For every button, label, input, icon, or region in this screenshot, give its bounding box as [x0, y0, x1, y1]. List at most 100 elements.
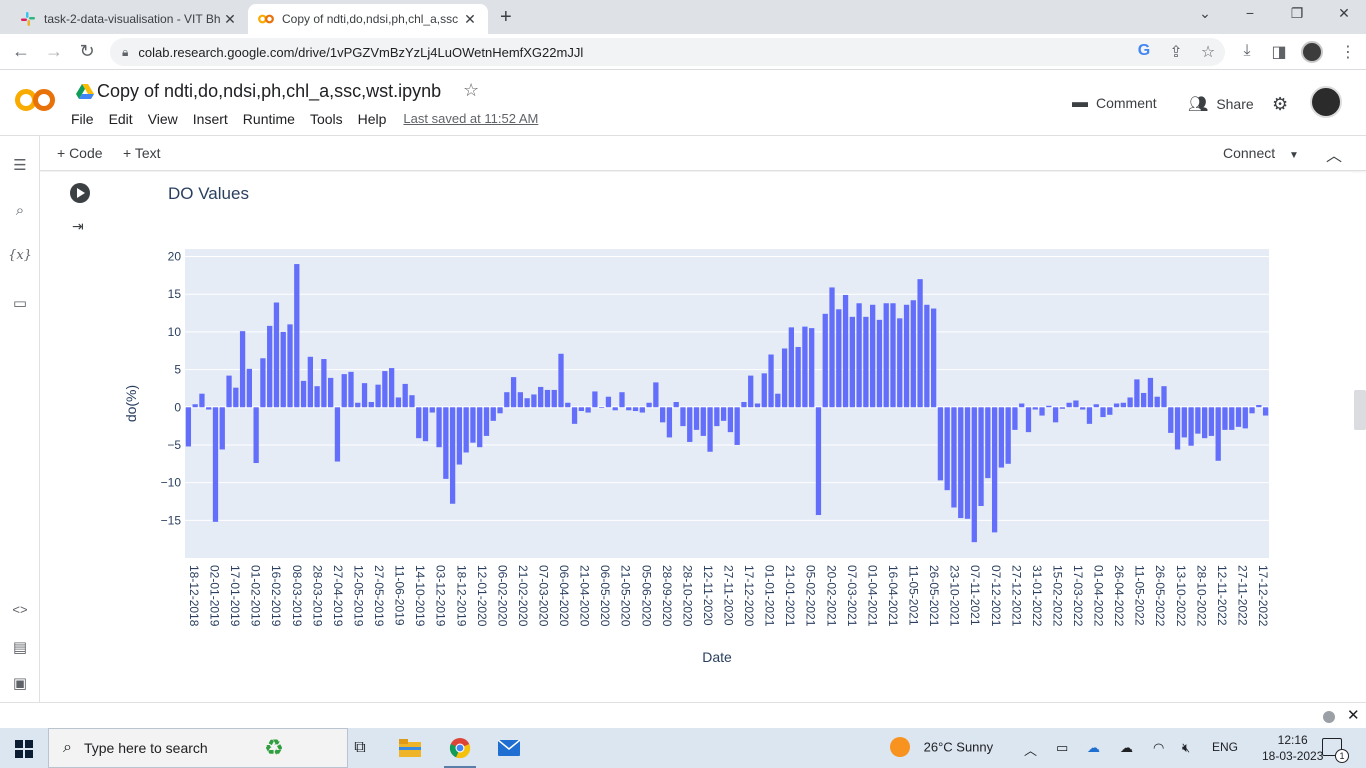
bar — [307, 356, 313, 408]
browser-tab-visualisation[interactable]: task-2-data-visualisation - VIT Bh ✕ — [10, 4, 248, 34]
last-saved-link[interactable]: Last saved at 11:52 AM — [403, 111, 539, 126]
search-placeholder: Type here to search — [83, 740, 208, 756]
x-tick-label: 12-11-2022 — [1215, 565, 1229, 626]
onedrive-icon[interactable]: ☁ — [1087, 740, 1100, 755]
minimize-icon[interactable]: − — [1245, 5, 1255, 21]
bar — [1032, 407, 1038, 410]
windows-start-icon[interactable] — [15, 740, 33, 758]
volume-muted-icon[interactable]: 🔇︎ — [1182, 740, 1191, 755]
share-page-icon[interactable]: ⇪ — [1169, 44, 1183, 61]
variables-icon[interactable]: {x} — [8, 248, 32, 263]
tab-search-icon[interactable]: ⌄ — [1199, 5, 1211, 21]
google-drive-icon[interactable] — [76, 84, 94, 100]
browser-menu-icon[interactable]: ⋮ — [1340, 44, 1356, 61]
menu-runtime[interactable]: Runtime — [242, 111, 295, 127]
taskbar-search[interactable]: ⌕ Type here to search — [48, 728, 348, 768]
menu-tools[interactable]: Tools — [309, 111, 343, 127]
recycle-icon[interactable]: ♻ — [264, 735, 284, 760]
language-indicator[interactable]: ENG — [1212, 740, 1239, 754]
close-window-icon[interactable]: ✕ — [1338, 5, 1350, 21]
reload-icon[interactable]: ↻ — [79, 41, 95, 61]
back-icon[interactable]: ← — [12, 41, 30, 61]
x-axis-title: Date — [702, 649, 732, 665]
bar — [436, 407, 442, 448]
colab-logo-icon[interactable] — [14, 86, 56, 114]
x-tick-label: 21-01-2021 — [783, 565, 797, 627]
chrome-icon[interactable] — [444, 736, 476, 768]
restore-icon[interactable]: ❐ — [1290, 5, 1304, 21]
x-tick-label: 21-05-2020 — [619, 565, 633, 627]
command-palette-icon[interactable]: ▤ — [12, 639, 28, 656]
x-tick-label: 05-06-2020 — [639, 565, 653, 627]
terminal-icon[interactable]: ▣ — [12, 675, 28, 692]
comment-icon: ▬ — [1072, 94, 1088, 111]
profile-avatar[interactable] — [1301, 41, 1323, 63]
run-cell-button[interactable] — [70, 183, 90, 203]
slack-icon — [20, 11, 36, 27]
share-button[interactable]: 👥︎ Share — [1188, 94, 1254, 114]
wifi-icon[interactable]: ◠ — [1153, 740, 1165, 755]
bar — [937, 407, 944, 481]
add-text-button[interactable]: + Text — [123, 145, 161, 161]
bar — [571, 407, 578, 424]
notification-icon[interactable]: 1 — [1322, 738, 1349, 763]
cloud-icon[interactable]: ☁ — [1120, 740, 1133, 755]
forward-icon[interactable]: → — [45, 41, 63, 61]
scrollbar-thumb[interactable] — [1354, 390, 1366, 430]
menu-help[interactable]: Help — [357, 111, 387, 127]
close-tab-icon[interactable]: ✕ — [224, 10, 236, 27]
star-notebook-icon[interactable]: ☆ — [463, 80, 480, 100]
weather-widget[interactable]: 26°C Sunny — [890, 737, 993, 757]
x-tick-label: 02-01-2019 — [208, 565, 222, 627]
output-actions-icon[interactable]: ⇥ — [72, 218, 84, 234]
code-snippets-icon[interactable]: <> — [12, 602, 28, 617]
menu-view[interactable]: View — [147, 111, 178, 127]
user-avatar[interactable] — [1310, 86, 1342, 118]
bar — [1249, 407, 1255, 414]
google-translate-icon[interactable]: G — [1137, 42, 1151, 59]
bar — [653, 382, 659, 408]
notebook-title[interactable]: Copy of ndti,do,ndsi,ph,chl_a,ssc,wst.ip… — [97, 81, 442, 101]
settings-button[interactable]: ⚙ — [1272, 94, 1296, 115]
bar — [524, 398, 530, 408]
menu-edit[interactable]: Edit — [108, 111, 133, 127]
download-icon[interactable]: ⤓ — [1243, 42, 1251, 59]
task-view-icon[interactable]: ⧉ — [354, 739, 366, 756]
url-field[interactable]: 🔒︎ colab.research.google.com/drive/1vPGZ… — [110, 38, 1225, 66]
search-icon: ⌕ — [63, 739, 72, 756]
browser-tab-colab[interactable]: Copy of ndti,do,ndsi,ph,chl_a,ssc ✕ — [248, 4, 488, 34]
clock[interactable]: 12:16 18-03-2023 — [1262, 732, 1323, 764]
bar — [768, 354, 774, 408]
x-tick-label: 12-11-2020 — [701, 565, 715, 626]
close-status-icon[interactable]: ✕ — [1347, 707, 1360, 724]
bar — [944, 407, 950, 491]
bar — [422, 407, 429, 442]
search-icon[interactable]: ⌕ — [15, 202, 25, 219]
comment-button[interactable]: ▬ Comment — [1072, 94, 1157, 112]
bookmark-star-icon[interactable]: ☆ — [1200, 44, 1216, 61]
menu-file[interactable]: File — [71, 111, 94, 127]
x-tick-label: 18-12-2019 — [454, 565, 468, 627]
mail-icon[interactable] — [497, 736, 521, 760]
collapse-header-icon[interactable]: ︿ — [1326, 148, 1343, 165]
new-tab-icon[interactable]: + — [500, 6, 512, 28]
bar — [842, 294, 849, 408]
bar — [477, 407, 483, 448]
add-code-button[interactable]: + Code — [57, 145, 103, 161]
x-tick-label: 20-02-2021 — [824, 565, 838, 627]
file-explorer-icon[interactable] — [398, 736, 422, 760]
connect-button[interactable]: Connect ▼ — [1223, 145, 1299, 161]
menu-insert[interactable]: Insert — [192, 111, 228, 127]
battery-icon[interactable]: ▭ — [1056, 740, 1069, 755]
x-tick-label: 08-03-2019 — [290, 565, 304, 627]
close-tab-icon[interactable]: ✕ — [464, 10, 476, 27]
bar — [429, 407, 435, 413]
bar — [978, 407, 984, 506]
share-label: Share — [1216, 96, 1254, 112]
bar — [1086, 407, 1093, 424]
side-panel-icon[interactable]: ◨ — [1271, 44, 1287, 61]
files-icon[interactable]: ▭ — [12, 295, 28, 312]
show-hidden-icons-icon[interactable]: ︿ — [1024, 743, 1038, 758]
bar — [1012, 407, 1018, 430]
toc-icon[interactable]: ☰ — [13, 157, 27, 174]
